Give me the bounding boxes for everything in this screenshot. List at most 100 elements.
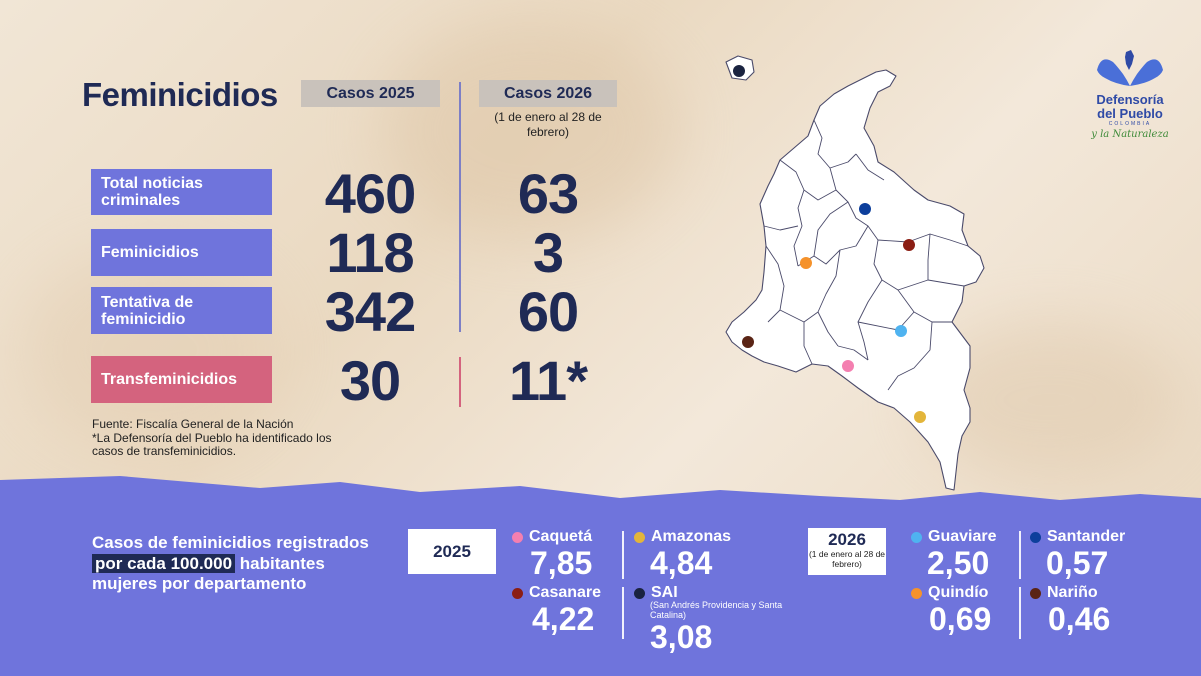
map-border — [813, 119, 837, 191]
stat-value: 4,84 — [650, 545, 713, 581]
value-2026-feminicidios: 3 — [532, 221, 564, 284]
footnote-line: *La Defensoría del Pueblo ha identificad… — [92, 430, 332, 458]
year-2025-box: 2025 — [408, 529, 496, 574]
column-header-2026: Casos 2026 — [479, 80, 617, 107]
rate-text-highlight: por cada 100.000 — [92, 553, 236, 573]
stat-value: 0,46 — [1048, 601, 1111, 637]
stat-caqueta: Caquetá 7,85 — [512, 528, 592, 580]
stat-value: 2,50 — [927, 545, 990, 581]
stat-quindio: Quindío 0,69 — [911, 584, 991, 636]
stat-guaviare: Guaviare 2,50 — [911, 528, 996, 580]
map-border — [765, 245, 785, 323]
rate-text-b: habitantes mujeres por departamento — [92, 553, 325, 594]
stat-divider — [1019, 587, 1021, 639]
stat-divider — [622, 587, 624, 639]
column-divider — [459, 357, 461, 407]
dot-amazonas — [914, 411, 926, 423]
row-label-feminicidios: Feminicidios — [91, 229, 272, 276]
stat-value: 3,08 — [650, 619, 713, 655]
map-border — [797, 225, 869, 267]
stat-divider — [622, 531, 624, 579]
map-border — [817, 249, 841, 347]
stat-name: Quindío — [928, 584, 989, 601]
casanare-dot-icon — [512, 587, 523, 599]
stat-note: (San Andrés Providencia y Santa Catalina… — [650, 600, 783, 620]
map-border — [829, 153, 857, 169]
source-line: Fuente: Fiscalía General de la Nación — [92, 417, 294, 431]
year-2026-box: 2026 (1 de enero al 28 de febrero) — [808, 528, 886, 575]
stat-santander: Santander 0,57 — [1030, 528, 1125, 580]
stat-name: Guaviare — [928, 528, 997, 545]
value-2026-transfeminicidios: 11* — [509, 349, 588, 412]
stat-name: Amazonas — [651, 528, 732, 545]
caqueta-dot-icon — [512, 531, 523, 543]
map-border — [927, 233, 965, 287]
value-2025-feminicidios: 118 — [326, 221, 414, 284]
rate-text-a: Casos de feminicidios registrados — [92, 533, 369, 552]
logo-country: COLOMBIA — [1108, 121, 1152, 127]
map-border — [813, 201, 849, 257]
amazonas-dot-icon — [634, 531, 645, 543]
row-label-transfeminicidios: Transfeminicidios — [91, 356, 272, 403]
value-2025-tentativa: 342 — [324, 280, 416, 343]
logo-line1: Defensoría — [1096, 92, 1164, 107]
dot-guaviare — [895, 325, 907, 337]
map-border — [855, 153, 885, 181]
dot-caqueta — [842, 360, 854, 372]
stat-sai: SAI (San Andrés Providencia y Santa Cata… — [634, 584, 794, 654]
stat-name: SAI — [651, 584, 678, 601]
rate-description: Casos de feminicidios registrados por ca… — [92, 533, 392, 595]
map-border — [779, 159, 805, 267]
stat-divider — [1019, 531, 1021, 579]
logo-line2: del Pueblo — [1097, 106, 1163, 121]
bottom-band — [0, 476, 1201, 676]
value-2026-total: 63 — [517, 162, 579, 225]
stat-name: Santander — [1047, 528, 1126, 545]
year-2026-sub: (1 de enero al 28 de febrero) — [808, 549, 886, 569]
map-border — [803, 322, 813, 365]
map-border — [897, 289, 952, 323]
map-border — [803, 189, 837, 201]
value-2026-tentativa: 60 — [517, 280, 579, 343]
stat-value: 4,22 — [532, 601, 595, 637]
row-label-total: Total noticias criminales — [91, 169, 272, 215]
column-divider — [459, 82, 461, 332]
page-title: Feminicidios — [82, 76, 278, 113]
background-texture — [20, 250, 280, 450]
value-2025-total: 460 — [324, 162, 416, 225]
dot-sai — [733, 65, 745, 77]
stat-value: 7,85 — [530, 545, 593, 581]
guaviare-dot-icon — [911, 531, 922, 543]
column-header-2026-note: (1 de enero al 28 de febrero) — [494, 110, 602, 139]
hands-logo-icon — [1097, 50, 1163, 86]
sai-dot-icon — [634, 587, 645, 599]
year-2026-label: 2026 — [828, 530, 866, 549]
stat-value: 0,69 — [929, 601, 992, 637]
dot-casanare — [903, 239, 915, 251]
map-border — [837, 345, 869, 361]
stat-narino: Nariño 0,46 — [1030, 584, 1110, 636]
map-border — [835, 189, 879, 241]
narino-dot-icon — [1030, 587, 1041, 599]
logo-tagline: y la Naturaleza — [1091, 129, 1169, 140]
source-note: Fuente: Fiscalía General de la Nación *L… — [92, 417, 352, 459]
dot-narino — [742, 336, 754, 348]
stat-casanare: Casanare 4,22 — [512, 584, 601, 636]
row-label-tentativa: Tentativa de feminicidio — [91, 287, 272, 334]
colombia-map — [725, 55, 985, 491]
stat-name: Casanare — [529, 584, 602, 601]
defensoria-logo: Defensoría del Pueblo COLOMBIA y la Natu… — [1090, 48, 1170, 140]
quindio-dot-icon — [911, 587, 922, 599]
santander-dot-icon — [1030, 531, 1041, 543]
stat-amazonas: Amazonas 4,84 — [634, 528, 731, 580]
value-2025-transfeminicidios: 30 — [339, 349, 401, 412]
dot-quindio — [800, 257, 812, 269]
stat-name: Nariño — [1047, 584, 1098, 601]
column-header-2025: Casos 2025 — [301, 80, 440, 107]
map-border — [887, 321, 933, 391]
background-texture — [380, 20, 680, 240]
stat-name: Caquetá — [529, 528, 593, 545]
map-country-outline — [725, 69, 985, 491]
stat-value: 0,57 — [1046, 545, 1109, 581]
dot-santander — [859, 203, 871, 215]
